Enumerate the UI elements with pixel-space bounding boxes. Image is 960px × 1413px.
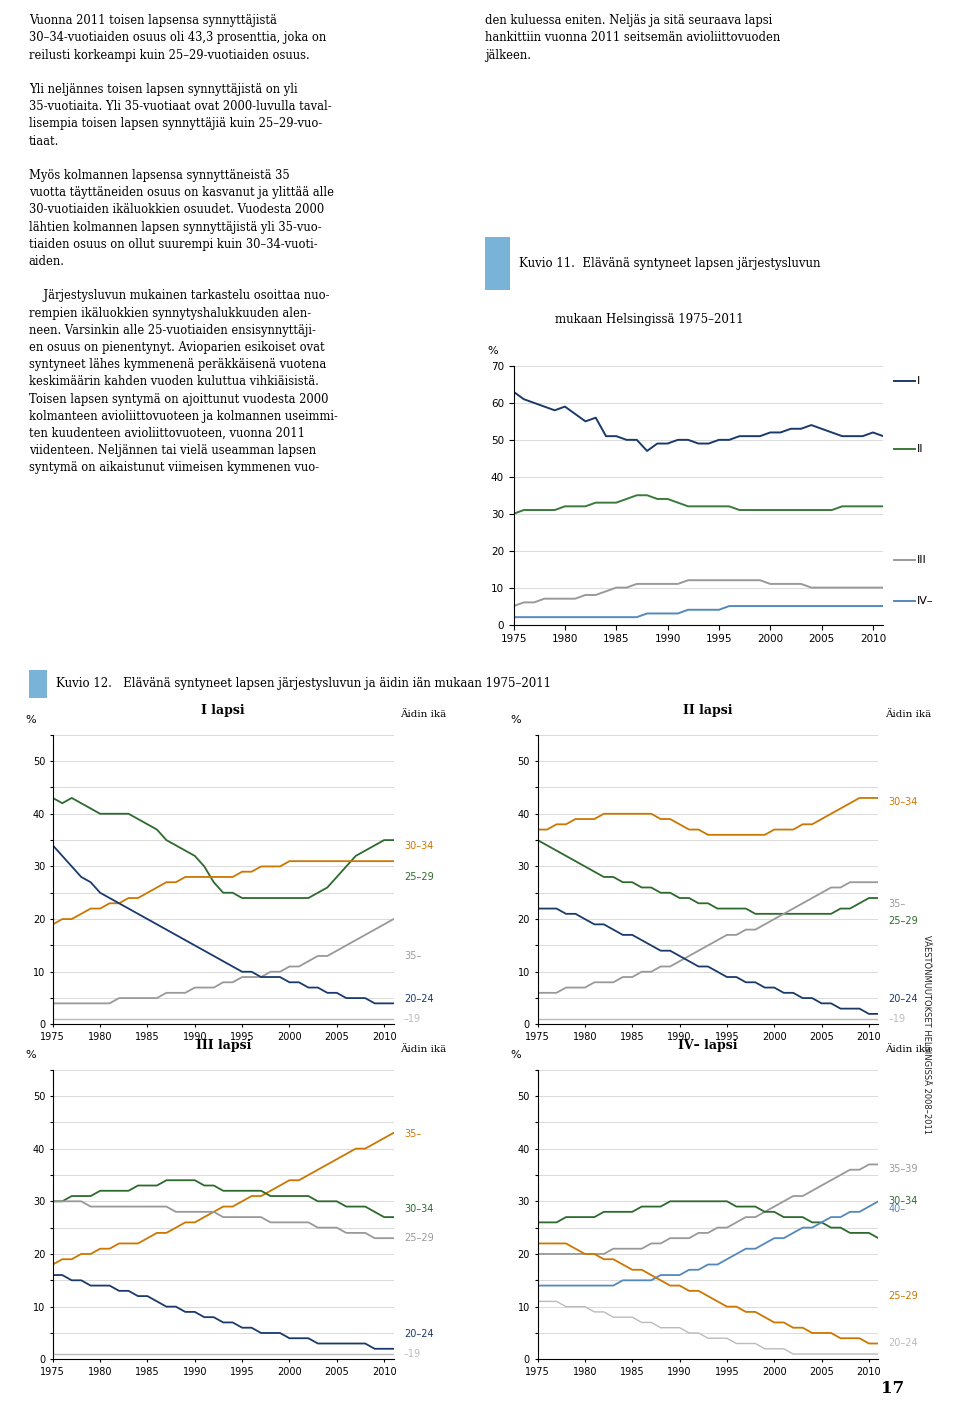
- Text: %: %: [488, 346, 498, 356]
- Text: 25–29: 25–29: [889, 916, 919, 926]
- Text: 20–24: 20–24: [404, 995, 434, 1005]
- Text: 35–: 35–: [889, 899, 906, 909]
- Text: 20–24: 20–24: [889, 1338, 919, 1348]
- Text: Äidin ikä: Äidin ikä: [400, 1046, 446, 1054]
- Text: 40–: 40–: [889, 1204, 905, 1215]
- Text: 30–34: 30–34: [404, 1204, 433, 1215]
- Text: 25–29: 25–29: [889, 1291, 919, 1301]
- Text: Kuvio 12.   Elävänä syntyneet lapsen järjestysluvun ja äidin iän mukaan 1975–201: Kuvio 12. Elävänä syntyneet lapsen järje…: [56, 677, 551, 691]
- Text: 35–39: 35–39: [889, 1164, 918, 1174]
- Text: Kuvio 11.  Elävänä syntyneet lapsen järjestysluvun: Kuvio 11. Elävänä syntyneet lapsen järje…: [518, 257, 820, 270]
- Text: 30–34: 30–34: [404, 841, 433, 851]
- Text: 25–29: 25–29: [404, 872, 434, 883]
- Text: 30–34: 30–34: [889, 1195, 918, 1205]
- Text: 20–24: 20–24: [889, 995, 919, 1005]
- Text: 17: 17: [881, 1379, 904, 1397]
- Text: 35–: 35–: [404, 951, 421, 961]
- Text: –19: –19: [404, 1349, 420, 1359]
- Text: 25–29: 25–29: [404, 1234, 434, 1243]
- Text: –19: –19: [889, 1015, 905, 1024]
- Text: II lapsi: II lapsi: [684, 705, 732, 718]
- Text: II: II: [917, 444, 923, 454]
- Text: 30–34: 30–34: [889, 797, 918, 807]
- Text: 20–24: 20–24: [404, 1330, 434, 1340]
- Text: IV– lapsi: IV– lapsi: [679, 1040, 737, 1053]
- Text: Vuonna 2011 toisen lapsensa synnyttäjistä
30–34-vuotiaiden osuus oli 43,3 prosen: Vuonna 2011 toisen lapsensa synnyttäjist…: [29, 14, 338, 475]
- Text: –19: –19: [404, 1015, 420, 1024]
- Text: Äidin ikä: Äidin ikä: [400, 711, 446, 719]
- Text: I: I: [917, 376, 920, 387]
- Text: den kuluessa eniten. Neljäs ja sitä seuraava lapsi
hankittiin vuonna 2011 seitse: den kuluessa eniten. Neljäs ja sitä seur…: [485, 14, 780, 62]
- Text: %: %: [511, 715, 521, 725]
- Text: %: %: [511, 1050, 521, 1060]
- Text: I lapsi: I lapsi: [202, 705, 245, 718]
- Text: IV–: IV–: [917, 596, 933, 606]
- Text: Äidin ikä: Äidin ikä: [885, 1046, 931, 1054]
- Text: Äidin ikä: Äidin ikä: [885, 711, 931, 719]
- Bar: [29, 670, 47, 698]
- Text: %: %: [26, 715, 36, 725]
- Text: 35–: 35–: [404, 1129, 421, 1139]
- Text: mukaan Helsingissä 1975–2011: mukaan Helsingissä 1975–2011: [555, 314, 743, 326]
- Text: VÄESTÖNMUUTOKSET HELSINGISSÄ 2008–2011: VÄESTÖNMUUTOKSET HELSINGISSÄ 2008–2011: [922, 935, 931, 1133]
- Text: %: %: [26, 1050, 36, 1060]
- Bar: [485, 237, 510, 290]
- Text: III: III: [917, 555, 926, 565]
- Text: III lapsi: III lapsi: [196, 1040, 251, 1053]
